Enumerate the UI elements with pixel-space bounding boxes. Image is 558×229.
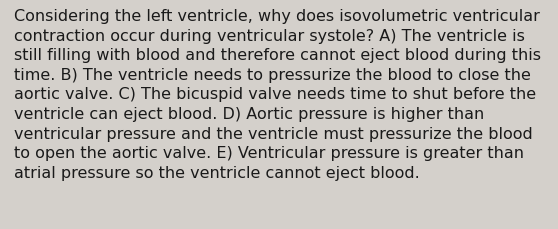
Text: Considering the left ventricle, why does isovolumetric ventricular
contraction o: Considering the left ventricle, why does…	[14, 9, 541, 180]
